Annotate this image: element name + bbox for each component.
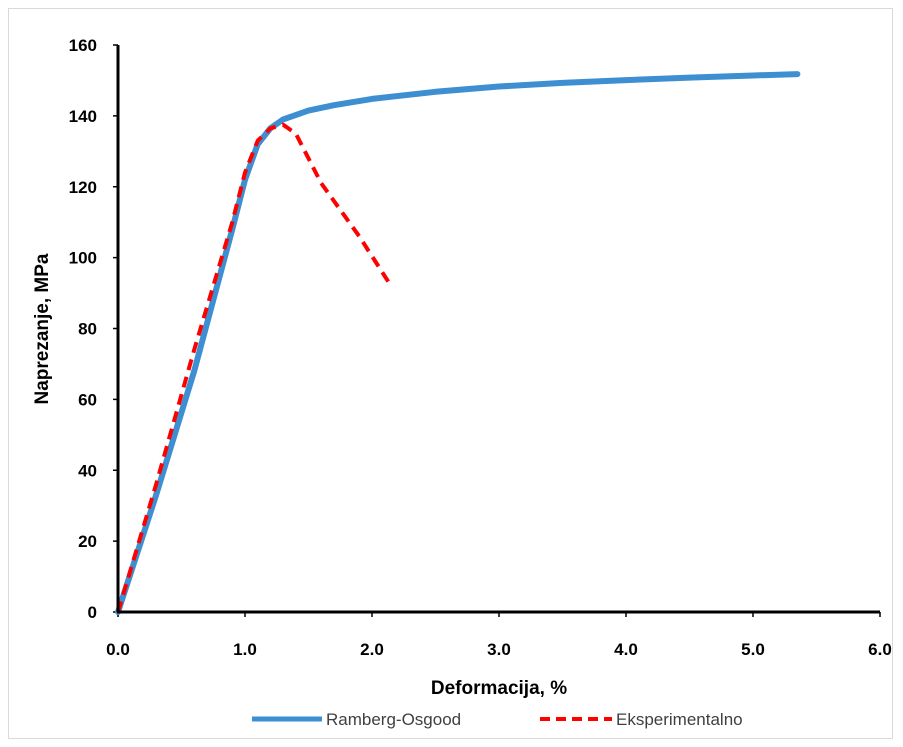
- legend-label-eksperimentalno: Eksperimentalno: [616, 710, 743, 729]
- y-tick-label: 160: [69, 36, 97, 55]
- series-line-eksperimentalno: [116, 122, 393, 613]
- y-axis-title: Naprezanje, MPa: [32, 253, 53, 404]
- y-tick-label: 20: [78, 532, 97, 551]
- axes-layer: [116, 45, 880, 614]
- ticks-layer: 0 20 40 60 80 100 120 140 160 0.0 1.0 2.0 3.0 4.0 5.0 6…: [69, 36, 892, 659]
- y-tick-label: 0: [88, 603, 97, 622]
- series-line-ramberg-osgood: [115, 71, 801, 615]
- x-tick-label: 6.0: [868, 640, 892, 659]
- x-tick-label: 2.0: [360, 640, 384, 659]
- x-tick-label: 5.0: [741, 640, 765, 659]
- y-tick-label: 40: [78, 461, 97, 480]
- y-tick-label: 140: [69, 107, 97, 126]
- y-tick-label: 60: [78, 390, 97, 409]
- legend-label-ramberg-osgood: Ramberg-Osgood: [326, 710, 461, 729]
- x-tick-label: 0.0: [106, 640, 130, 659]
- x-tick-label: 4.0: [614, 640, 638, 659]
- x-axis-title: Deformacija, %: [431, 678, 567, 699]
- y-tick-label: 80: [78, 320, 97, 339]
- y-tick-label: 100: [69, 249, 97, 268]
- chart-frame: [8, 8, 893, 739]
- y-tick-label: 120: [69, 178, 97, 197]
- legend: Ramberg-Osgood Eksperimentalno: [252, 710, 743, 729]
- x-tick-label: 1.0: [233, 640, 257, 659]
- x-tick-label: 3.0: [487, 640, 511, 659]
- series-layer: [115, 71, 801, 615]
